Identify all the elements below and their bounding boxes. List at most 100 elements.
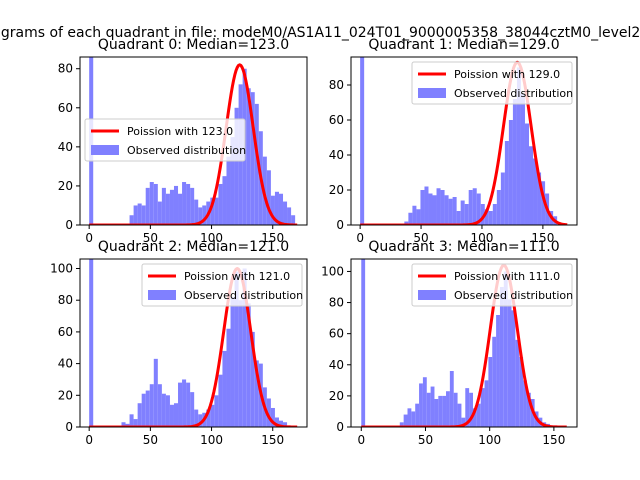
quadrant-1-axes-frame bbox=[350, 56, 578, 226]
histogram-bar bbox=[169, 189, 174, 225]
histogram-bar bbox=[476, 403, 481, 427]
quadrant-1-legend: Poission with 129.0 Observed distribution bbox=[411, 61, 573, 105]
quadrant-0-axes-frame bbox=[79, 56, 308, 226]
quadrant-1-panel: Quadrant 1: Median=129.0 0 50 100 150 0 20 40 60… bbox=[329, 37, 578, 245]
y-tick-label: 60 bbox=[329, 327, 344, 341]
histogram-bar bbox=[438, 395, 443, 427]
histogram-bar bbox=[250, 331, 255, 427]
histogram-bar bbox=[214, 395, 219, 427]
histogram-bar bbox=[524, 123, 529, 225]
histogram-bar bbox=[198, 414, 203, 427]
histogram-bar bbox=[361, 259, 366, 427]
histogram-bar bbox=[422, 377, 427, 427]
histogram-bar bbox=[516, 67, 521, 225]
legend-line-label: Poission with 129.0 bbox=[454, 68, 560, 81]
histogram-bar bbox=[165, 395, 170, 427]
histogram-bar bbox=[190, 187, 195, 225]
histogram-bar bbox=[430, 386, 435, 427]
y-tick-label: 80 bbox=[58, 293, 73, 307]
histogram-bar bbox=[428, 193, 433, 225]
x-tick-label: 0 bbox=[85, 231, 93, 245]
legend-bar-swatch bbox=[91, 145, 119, 155]
histogram-bar bbox=[274, 417, 279, 427]
histogram-bar bbox=[456, 211, 461, 225]
legend-bar-swatch bbox=[418, 88, 446, 98]
histogram-bar bbox=[137, 403, 142, 427]
histogram-bar bbox=[480, 388, 485, 427]
histogram-bar bbox=[202, 205, 207, 225]
histogram-bar bbox=[190, 392, 195, 427]
y-tick-label: 80 bbox=[329, 78, 344, 92]
poisson-curve bbox=[88, 267, 298, 427]
histogram-bar bbox=[254, 360, 259, 427]
histogram-bar bbox=[504, 141, 509, 225]
quadrant-3-axes-frame bbox=[350, 258, 578, 428]
histogram-bar bbox=[472, 408, 477, 427]
quadrant-3-bars bbox=[361, 259, 558, 427]
histogram-bar bbox=[218, 374, 223, 427]
y-tick-label: 0 bbox=[336, 218, 344, 232]
quadrant-2-bars bbox=[89, 259, 292, 427]
quadrant-1-title: Quadrant 1: Median=129.0 bbox=[368, 37, 559, 53]
histogram-bar bbox=[460, 200, 465, 225]
x-tick-label: 50 bbox=[143, 231, 158, 245]
histogram-bar bbox=[492, 204, 497, 225]
histogram-bar bbox=[149, 384, 154, 427]
histogram-bar bbox=[161, 187, 166, 225]
histogram-bar bbox=[230, 297, 235, 427]
histogram-bar bbox=[408, 212, 413, 225]
histogram-bar bbox=[218, 183, 223, 225]
histogram-bar bbox=[537, 172, 542, 225]
legend-bar-label: Observed distribution bbox=[127, 144, 246, 157]
histogram-bar bbox=[157, 201, 162, 225]
x-tick-label: 100 bbox=[200, 231, 223, 245]
x-tick-label: 0 bbox=[85, 433, 93, 447]
histogram-bar bbox=[210, 197, 215, 225]
y-tick-label: 20 bbox=[329, 183, 344, 197]
histogram-bar bbox=[214, 197, 219, 225]
histogram-bar bbox=[210, 404, 215, 427]
histogram-bar bbox=[469, 392, 473, 427]
histogram-bar bbox=[507, 299, 512, 427]
histogram-bar bbox=[523, 380, 527, 427]
histogram-bar bbox=[141, 393, 146, 427]
y-tick-label: 40 bbox=[329, 358, 344, 372]
histogram-bar bbox=[419, 383, 423, 427]
histogram-bar bbox=[424, 186, 429, 225]
x-tick-label: 150 bbox=[542, 433, 565, 447]
x-tick-label: 50 bbox=[143, 433, 158, 447]
legend-bar-label: Observed distribution bbox=[454, 289, 573, 302]
histogram-bar bbox=[186, 183, 191, 225]
y-tick-label: 0 bbox=[65, 420, 73, 434]
y-tick-label: 100 bbox=[50, 262, 73, 276]
histogram-bar bbox=[194, 199, 199, 225]
legend-box bbox=[84, 118, 246, 162]
y-tick-label: 0 bbox=[65, 218, 73, 232]
y-tick-label: 20 bbox=[58, 388, 73, 402]
x-tick-label: 100 bbox=[478, 433, 501, 447]
histogram-bar bbox=[448, 198, 453, 225]
histogram-bar bbox=[137, 203, 142, 225]
y-tick-label: 80 bbox=[329, 296, 344, 310]
y-tick-label: 20 bbox=[329, 389, 344, 403]
histogram-bar bbox=[496, 190, 501, 225]
histogram-bar bbox=[149, 182, 154, 225]
histogram-bar bbox=[291, 215, 296, 225]
legend-bar-label: Observed distribution bbox=[184, 289, 303, 302]
histogram-bar bbox=[484, 209, 489, 225]
histogram-bar bbox=[266, 398, 271, 427]
quadrant-0-panel: Quadrant 0: Median=123.0 0 50 100 150 0 20 40 60… bbox=[58, 37, 308, 245]
histogram-bar bbox=[274, 191, 279, 225]
x-tick-label: 150 bbox=[261, 433, 284, 447]
histogram-bar bbox=[254, 103, 259, 225]
histogram-bar bbox=[234, 271, 239, 427]
histogram-bar bbox=[283, 422, 288, 427]
x-tick-label: 0 bbox=[356, 231, 364, 245]
histogram-bar bbox=[121, 422, 126, 427]
histogram-bar bbox=[206, 409, 211, 427]
histogram-bar bbox=[182, 182, 187, 225]
legend-bar-swatch bbox=[418, 290, 446, 300]
histogram-bar bbox=[404, 221, 409, 225]
quadrant-3-panel: Quadrant 3: Median=111.0 0 50 100 150 0 20 40 60… bbox=[321, 239, 578, 447]
histogram-bar bbox=[270, 195, 275, 225]
